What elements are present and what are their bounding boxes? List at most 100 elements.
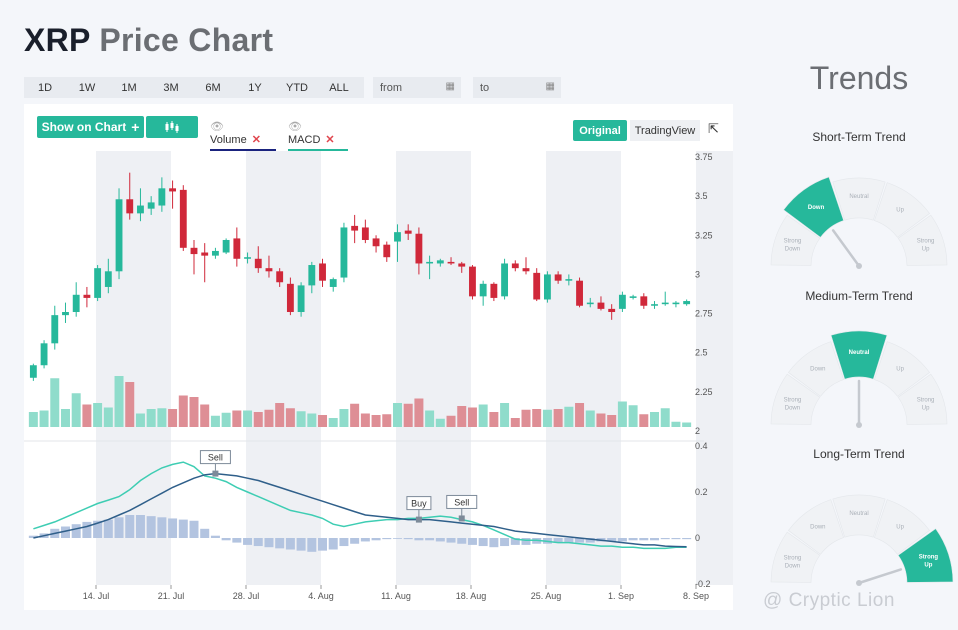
volume-bar bbox=[71, 393, 81, 427]
price-tick-label: 2.75 bbox=[695, 309, 713, 319]
candle-body bbox=[308, 265, 316, 286]
trend-gauge: Strong Down Down Neutral Up Strong Up bbox=[770, 494, 954, 586]
remove-macd-icon[interactable]: ✕ bbox=[325, 134, 335, 146]
candle-body bbox=[533, 272, 541, 300]
range-ytd-button[interactable]: YTD bbox=[286, 81, 308, 94]
histogram-bar bbox=[360, 538, 370, 542]
range-1d-button[interactable]: 1D bbox=[37, 81, 53, 94]
range-1w-button[interactable]: 1W bbox=[78, 81, 96, 94]
histogram-bar bbox=[189, 520, 199, 538]
histogram-bar bbox=[553, 538, 563, 543]
histogram-bar bbox=[39, 533, 49, 538]
range-all-button[interactable]: ALL bbox=[329, 81, 349, 94]
volume-bar bbox=[414, 398, 424, 427]
date-from-field[interactable]: from ▦ bbox=[373, 77, 461, 98]
signal-flag bbox=[199, 450, 231, 465]
candle-body bbox=[329, 279, 337, 287]
remove-volume-icon[interactable]: ✕ bbox=[251, 134, 261, 146]
gauge-segment bbox=[832, 494, 886, 538]
price-tick-label: 2.25 bbox=[695, 387, 713, 397]
gauge-segment-label: Strong bbox=[917, 397, 935, 403]
candle-body bbox=[543, 274, 551, 300]
candle-body bbox=[672, 302, 680, 305]
volume-bar bbox=[200, 404, 210, 427]
gauge-segment-label: Strong bbox=[784, 397, 802, 403]
candle-body bbox=[104, 271, 112, 287]
histogram-bar bbox=[339, 538, 349, 547]
week-band bbox=[396, 151, 471, 585]
volume-bar bbox=[457, 406, 467, 427]
candle-body bbox=[265, 268, 273, 272]
range-3m-button[interactable]: 3M bbox=[163, 81, 179, 94]
gauge-segment-label: Down bbox=[808, 205, 825, 211]
trends-title: Trends bbox=[809, 60, 909, 96]
volume-indicator-chip[interactable]: 👁Volume ✕ bbox=[210, 120, 276, 151]
gauge-segment-label: Up bbox=[922, 246, 930, 252]
histogram-bar bbox=[114, 517, 124, 538]
date-to-field[interactable]: to ▦ bbox=[473, 77, 561, 98]
volume-bar bbox=[425, 410, 435, 427]
candle-body bbox=[233, 238, 241, 259]
candle-body bbox=[115, 199, 123, 272]
gauge-segment bbox=[770, 531, 821, 583]
x-tick-label: 8. Sep bbox=[683, 591, 709, 601]
candle-body bbox=[586, 302, 594, 305]
gauge-segment-label: Up bbox=[924, 562, 932, 568]
indicators-button[interactable] bbox=[146, 116, 198, 138]
popout-icon[interactable]: ⇱ bbox=[708, 121, 719, 136]
histogram-bar bbox=[210, 535, 220, 538]
range-1y-button[interactable]: 1Y bbox=[248, 81, 262, 94]
x-tick-label: 28. Jul bbox=[233, 591, 260, 601]
histogram-bar bbox=[596, 538, 606, 542]
histogram-bar bbox=[146, 516, 156, 538]
eye-icon[interactable]: 👁 bbox=[288, 121, 302, 133]
range-1m-button[interactable]: 1M bbox=[121, 81, 137, 94]
candle-body bbox=[447, 261, 455, 264]
histogram-bar bbox=[307, 538, 317, 552]
histogram-bar bbox=[617, 538, 627, 542]
histogram-bar bbox=[607, 538, 617, 542]
x-tick-label: 4. Aug bbox=[308, 591, 334, 601]
eye-icon[interactable]: 👁 bbox=[210, 121, 224, 133]
macd-indicator-chip[interactable]: 👁MACD ✕ bbox=[288, 120, 348, 151]
gauge-segment bbox=[897, 528, 954, 583]
candle-body bbox=[286, 283, 294, 313]
candle-body bbox=[361, 227, 369, 240]
x-tick-label: 1. Sep bbox=[608, 591, 634, 601]
volume-bar bbox=[157, 408, 167, 427]
volume-bar bbox=[682, 422, 692, 427]
volume-bar bbox=[28, 412, 38, 427]
tradingview-view-button[interactable]: TradingView bbox=[630, 120, 700, 141]
volume-bar bbox=[435, 418, 445, 427]
volume-bar bbox=[467, 407, 477, 427]
gauge-pivot bbox=[856, 263, 862, 269]
histogram-bar bbox=[639, 538, 649, 541]
histogram-bar bbox=[232, 538, 242, 543]
signal-marker bbox=[458, 515, 465, 522]
volume-bar bbox=[307, 413, 317, 427]
gauge-needle bbox=[831, 229, 861, 268]
range-6m-button[interactable]: 6M bbox=[205, 81, 221, 94]
volume-bar bbox=[553, 409, 563, 427]
histogram-bar bbox=[425, 538, 435, 541]
volume-bar bbox=[671, 421, 681, 427]
volume-bar bbox=[328, 418, 338, 427]
candle-body bbox=[201, 252, 209, 256]
gauge-segment-label: Strong bbox=[919, 554, 939, 560]
candle-body bbox=[158, 188, 166, 206]
candle-body bbox=[40, 343, 48, 366]
histogram-bar bbox=[157, 517, 167, 538]
volume-bar bbox=[189, 397, 199, 427]
volume-bar bbox=[639, 414, 649, 427]
volume-bar bbox=[521, 409, 531, 427]
show-on-chart-button[interactable]: Show on Chart + bbox=[37, 116, 144, 138]
volume-bar bbox=[575, 403, 585, 427]
original-view-button[interactable]: Original bbox=[573, 120, 627, 141]
histogram-bar bbox=[446, 538, 456, 543]
candle-body bbox=[372, 238, 380, 247]
volume-bar bbox=[50, 378, 60, 427]
histogram-bar bbox=[585, 538, 595, 543]
gauge-pivot bbox=[856, 422, 862, 428]
gauge-needle bbox=[857, 568, 903, 585]
signal-label: Sell bbox=[454, 497, 469, 507]
